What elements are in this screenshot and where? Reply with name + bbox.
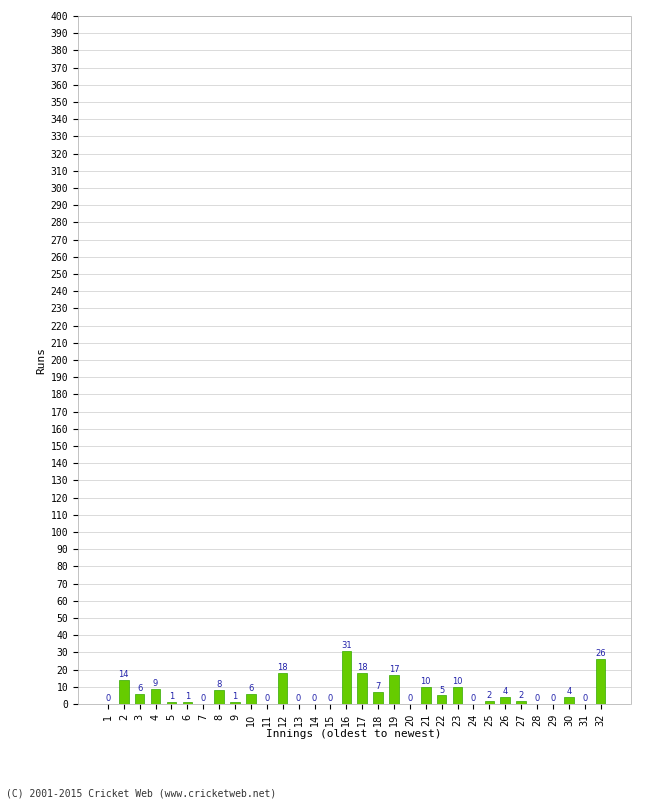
Text: 14: 14 xyxy=(118,670,129,679)
Text: 5: 5 xyxy=(439,686,445,694)
Text: 4: 4 xyxy=(566,687,571,696)
Text: 1: 1 xyxy=(185,693,190,702)
Text: 0: 0 xyxy=(551,694,556,703)
Bar xyxy=(151,689,161,704)
Bar xyxy=(437,695,447,704)
Bar xyxy=(421,686,430,704)
Text: 26: 26 xyxy=(595,650,606,658)
Bar xyxy=(166,702,176,704)
Text: 0: 0 xyxy=(201,694,206,703)
Bar xyxy=(246,694,255,704)
Text: 4: 4 xyxy=(502,687,508,696)
Bar xyxy=(596,659,605,704)
Text: 0: 0 xyxy=(296,694,301,703)
Text: 9: 9 xyxy=(153,678,158,688)
Text: 0: 0 xyxy=(534,694,540,703)
Bar xyxy=(183,702,192,704)
Y-axis label: Runs: Runs xyxy=(36,346,47,374)
Text: 0: 0 xyxy=(408,694,413,703)
Bar xyxy=(230,702,240,704)
Text: 7: 7 xyxy=(376,682,381,691)
Text: 1: 1 xyxy=(169,693,174,702)
X-axis label: Innings (oldest to newest): Innings (oldest to newest) xyxy=(266,729,442,739)
Bar xyxy=(485,701,494,704)
Bar xyxy=(135,694,144,704)
Text: 6: 6 xyxy=(248,684,254,693)
Text: 10: 10 xyxy=(421,677,431,686)
Text: 10: 10 xyxy=(452,677,463,686)
Text: 0: 0 xyxy=(264,694,270,703)
Text: 0: 0 xyxy=(582,694,588,703)
Text: (C) 2001-2015 Cricket Web (www.cricketweb.net): (C) 2001-2015 Cricket Web (www.cricketwe… xyxy=(6,788,277,798)
Text: 18: 18 xyxy=(278,663,288,672)
Text: 8: 8 xyxy=(216,680,222,690)
Bar xyxy=(278,673,287,704)
Bar xyxy=(341,650,351,704)
Bar xyxy=(214,690,224,704)
Bar xyxy=(564,697,573,704)
Bar xyxy=(500,697,510,704)
Text: 1: 1 xyxy=(233,693,238,702)
Text: 17: 17 xyxy=(389,665,399,674)
Bar xyxy=(358,673,367,704)
Text: 2: 2 xyxy=(519,690,524,700)
Text: 0: 0 xyxy=(312,694,317,703)
Text: 0: 0 xyxy=(471,694,476,703)
Bar xyxy=(373,692,383,704)
Bar xyxy=(119,680,129,704)
Text: 31: 31 xyxy=(341,641,352,650)
Bar xyxy=(453,686,462,704)
Bar xyxy=(389,674,398,704)
Text: 0: 0 xyxy=(328,694,333,703)
Text: 6: 6 xyxy=(137,684,142,693)
Text: 2: 2 xyxy=(487,690,492,700)
Text: 18: 18 xyxy=(357,663,367,672)
Text: 0: 0 xyxy=(105,694,110,703)
Bar xyxy=(516,701,526,704)
